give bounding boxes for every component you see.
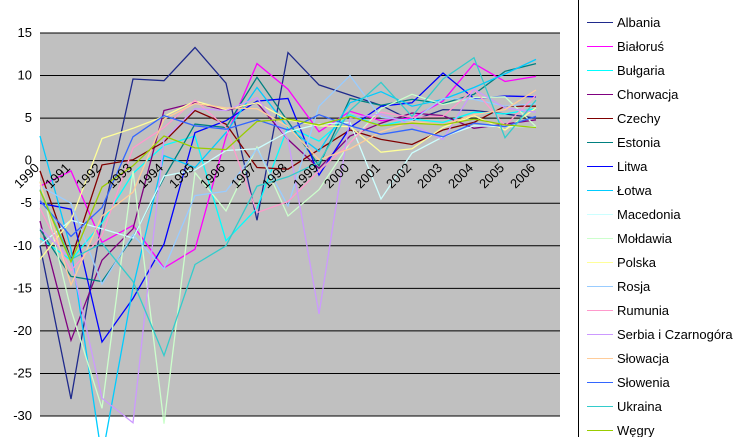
legend-item: Białoruś [587, 36, 664, 56]
y-axis-ticks: 15 10 5 0 -5 -10 -15 -20 -25 -30 [13, 25, 32, 423]
legend-label: Polska [617, 254, 657, 270]
x-tick-label: 1990 [11, 160, 42, 191]
series-line-17 [39, 115, 537, 264]
series-lines [39, 46, 537, 437]
legend-label: Łotwa [617, 182, 652, 198]
legend-label: Rumunia [617, 302, 670, 318]
legend-swatch [587, 141, 613, 143]
legend-swatch [587, 405, 613, 407]
legend: Albania Białoruś Bułgaria Chorwacja Czechy Es… [578, 0, 748, 437]
legend-item: Macedonia [587, 204, 681, 224]
y-tick-label: -30 [13, 408, 32, 423]
legend-item: Litwa [587, 156, 647, 176]
legend-label: Rosja [617, 278, 651, 294]
legend-item: Polska [587, 252, 656, 272]
legend-swatch [587, 381, 613, 383]
y-tick-label: 5 [25, 110, 32, 125]
legend-swatch [587, 117, 613, 119]
legend-swatch [587, 93, 613, 95]
legend-label: Ukraina [617, 398, 662, 414]
y-tick-label: -5 [20, 195, 32, 210]
legend-item: Słowenia [587, 372, 670, 392]
legend-item: Serbia i Czarnogóra [587, 324, 733, 344]
legend-item: Albania [587, 12, 660, 32]
legend-label: Słowenia [617, 374, 670, 390]
legend-swatch [587, 309, 613, 311]
legend-item: Słowacja [587, 348, 669, 368]
y-tick-label: 15 [18, 25, 32, 40]
legend-label: Litwa [617, 158, 648, 174]
legend-swatch [587, 237, 613, 239]
legend-label: Węgry [617, 422, 655, 437]
legend-item: Mołdawia [587, 228, 672, 248]
legend-item: Czechy [587, 108, 660, 128]
series-line-1 [39, 62, 537, 269]
legend-label: Bułgaria [617, 62, 665, 78]
legend-swatch [587, 69, 613, 71]
series-line-14 [39, 89, 537, 287]
legend-label: Czechy [617, 110, 661, 126]
legend-item: Rosja [587, 276, 650, 296]
plot-area [40, 33, 560, 416]
y-tick-label: 10 [18, 68, 32, 83]
series-line-8 [39, 121, 536, 246]
legend-label: Estonia [617, 134, 661, 150]
legend-label: Słowacja [617, 350, 670, 366]
legend-swatch [587, 189, 613, 191]
legend-swatch [587, 357, 613, 359]
legend-item: Bułgaria [587, 60, 665, 80]
legend-label: Macedonia [617, 206, 681, 222]
legend-item: Ukraina [587, 396, 662, 416]
legend-label: Białoruś [617, 38, 664, 54]
legend-label: Albania [617, 14, 661, 30]
legend-item: Rumunia [587, 300, 669, 320]
series-line-0 [39, 46, 537, 400]
y-tick-label: -20 [13, 323, 32, 338]
y-tick-label: -25 [13, 365, 32, 380]
legend-swatch [587, 21, 613, 23]
legend-item: Łotwa [587, 180, 652, 200]
legend-swatch [587, 45, 613, 47]
legend-swatch [587, 261, 613, 263]
legend-item: Węgry [587, 420, 655, 437]
legend-item: Estonia [587, 132, 660, 152]
series-line-11 [39, 74, 537, 286]
legend-swatch [587, 165, 613, 167]
legend-swatch [587, 285, 613, 287]
legend-label: Chorwacja [617, 86, 679, 102]
series-line-16 [39, 56, 537, 358]
legend-swatch [587, 333, 613, 335]
series-line-12 [39, 88, 537, 272]
legend-swatch [587, 213, 613, 215]
legend-label: Serbia i Czarnogóra [617, 326, 733, 342]
series-line-15 [39, 113, 537, 238]
legend-swatch [587, 429, 613, 431]
series-line-6 [39, 72, 537, 344]
y-tick-label: -15 [13, 280, 32, 295]
legend-label: Mołdawia [617, 230, 672, 246]
legend-item: Chorwacja [587, 84, 678, 104]
y-tick-label: -10 [13, 238, 32, 253]
y-tick-label: 0 [25, 153, 32, 168]
